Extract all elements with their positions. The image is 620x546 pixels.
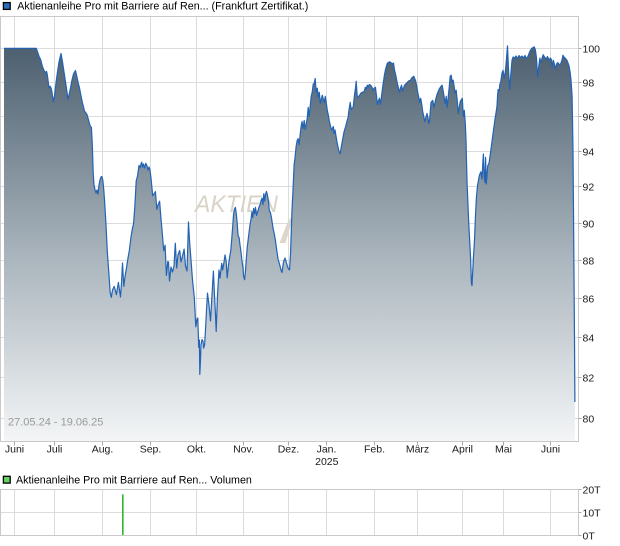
svg-text:Aug.: Aug. [92, 444, 114, 456]
svg-text:Aktienanleihe Pro mit Barriere: Aktienanleihe Pro mit Barriere auf Ren..… [17, 0, 308, 12]
svg-text:Sep.: Sep. [140, 444, 162, 456]
svg-text:82: 82 [583, 373, 595, 385]
svg-text:84: 84 [583, 333, 595, 345]
svg-text:100: 100 [583, 44, 601, 56]
svg-text:Aktienanleihe Pro mit Barriere: Aktienanleihe Pro mit Barriere auf Ren..… [16, 475, 252, 487]
svg-text:Mai: Mai [495, 444, 512, 456]
svg-text:10T: 10T [583, 508, 602, 520]
svg-text:20T: 20T [583, 485, 602, 497]
svg-text:Juni: Juni [5, 444, 24, 456]
svg-text:März: März [406, 444, 429, 456]
svg-text:Feb.: Feb. [364, 444, 385, 456]
svg-text:94: 94 [583, 147, 595, 159]
svg-text:86: 86 [583, 294, 595, 306]
svg-text:0T: 0T [583, 531, 596, 543]
svg-text:Juli: Juli [47, 444, 63, 456]
svg-text:92: 92 [583, 182, 595, 194]
svg-text:2025: 2025 [315, 456, 339, 468]
svg-text:98: 98 [583, 78, 595, 90]
svg-text:88: 88 [583, 256, 595, 268]
svg-text:Dez.: Dez. [278, 444, 300, 456]
svg-text:Jan.: Jan. [317, 444, 337, 456]
svg-text:90: 90 [583, 219, 595, 231]
svg-text:April: April [452, 444, 473, 456]
svg-text:Okt.: Okt. [187, 444, 206, 456]
svg-text:96: 96 [583, 112, 595, 124]
svg-text:Juni: Juni [541, 444, 560, 456]
svg-text:Nov.: Nov. [233, 444, 254, 456]
svg-text:27.05.24 - 19.06.25: 27.05.24 - 19.06.25 [8, 417, 103, 429]
svg-text:80: 80 [583, 414, 595, 426]
